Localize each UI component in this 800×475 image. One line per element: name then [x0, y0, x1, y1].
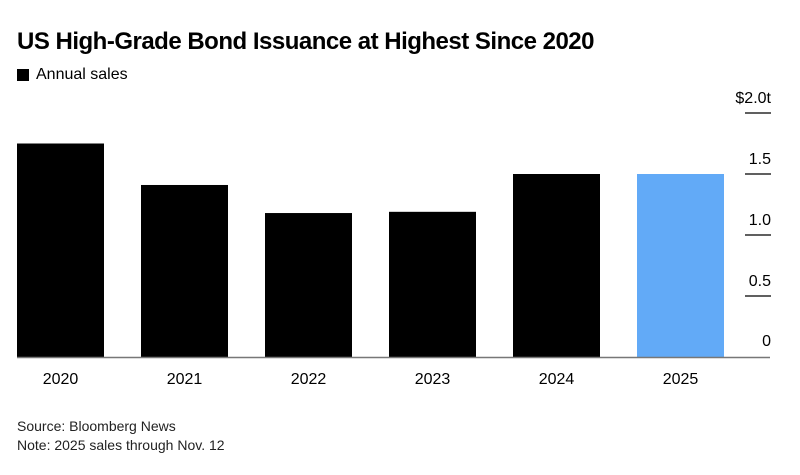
x-tick-label: 2021 [167, 371, 203, 388]
y-tick-label: 1.5 [749, 151, 771, 168]
legend-label: Annual sales [36, 66, 128, 83]
bar-2022 [265, 213, 352, 357]
legend-swatch [17, 69, 29, 81]
x-tick-label: 2023 [415, 371, 451, 388]
x-tick-label: 2025 [663, 371, 699, 388]
y-tick-label: 1.0 [749, 212, 771, 229]
bar-2020 [17, 143, 104, 357]
bar-2021 [141, 184, 228, 357]
x-tick-label: 2020 [43, 371, 79, 388]
x-tick-label: 2024 [539, 371, 575, 388]
bar-2023 [389, 211, 476, 357]
bar-2025 [637, 174, 724, 357]
x-tick-label: 2022 [291, 371, 327, 388]
y-tick-label: 0.5 [749, 273, 771, 290]
source-note: Source: Bloomberg News [17, 418, 176, 434]
y-tick-label: $2.0t [735, 90, 771, 107]
footnote: Note: 2025 sales through Nov. 12 [17, 437, 225, 453]
bar-2024 [513, 174, 600, 357]
chart-title: US High-Grade Bond Issuance at Highest S… [17, 28, 595, 55]
legend: Annual sales [17, 66, 128, 84]
y-tick-label: 0 [762, 333, 771, 350]
